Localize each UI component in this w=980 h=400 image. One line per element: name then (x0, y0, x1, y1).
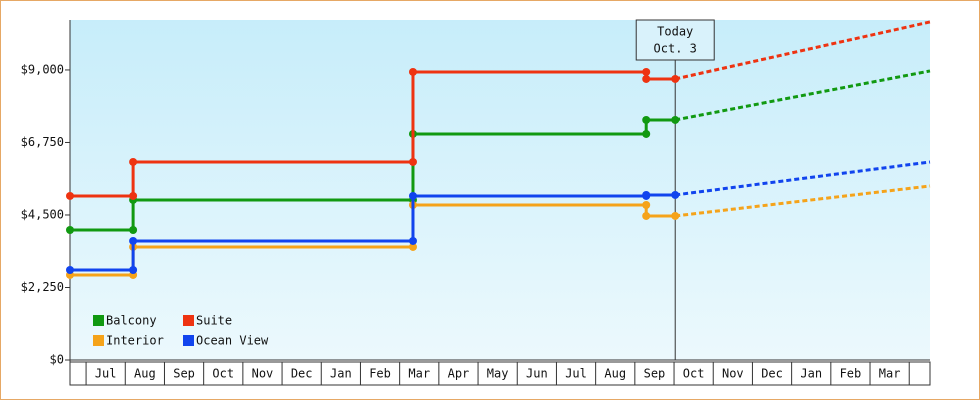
point (66, 265, 74, 274)
x-tick-label: Feb (369, 367, 391, 381)
point (408, 191, 417, 200)
x-tick-label: Jun (526, 367, 548, 381)
x-tick-label: Apr (448, 367, 470, 381)
point (408, 157, 417, 166)
x-tick-label: Jan (330, 367, 352, 381)
x-tick-label: Jul (565, 367, 587, 381)
legend-label: Interior (106, 334, 164, 348)
point (642, 190, 651, 199)
forecast-line (674, 69, 931, 122)
x-tick-label: Nov (722, 367, 744, 381)
y-tick-label: $9,000 (21, 62, 64, 76)
legend-label: Ocean View (196, 334, 269, 348)
x-tick-label: Jul (95, 367, 117, 381)
plot-area (70, 20, 930, 360)
point (671, 74, 680, 83)
point (129, 191, 138, 200)
x-tick-label: Dec (761, 367, 783, 381)
point (671, 190, 680, 199)
point (642, 211, 651, 220)
forecast-line (675, 160, 931, 197)
point (66, 191, 74, 200)
legend-swatch (183, 335, 194, 346)
x-tick-label: Jan (800, 367, 822, 381)
x-tick-label: Oct (212, 367, 234, 381)
x-tick-label: Aug (134, 367, 156, 381)
point (66, 225, 74, 234)
point (129, 157, 138, 166)
point (408, 67, 417, 76)
x-tick-label: Aug (604, 367, 626, 381)
y-tick-label: $4,500 (21, 207, 64, 221)
point (642, 115, 651, 124)
x-tick-label: Sep (644, 367, 666, 381)
y-tick-label: $0 (50, 353, 64, 367)
x-tick-label: Oct (683, 367, 705, 381)
today-label: Today (657, 25, 693, 39)
point (129, 265, 138, 274)
point (671, 211, 680, 220)
today-label: Oct. 3 (654, 42, 697, 56)
point (408, 242, 417, 251)
point (642, 74, 651, 83)
y-tick-label: $6,750 (21, 135, 64, 149)
x-tick-label: Dec (291, 367, 313, 381)
point (642, 200, 651, 209)
y-tick-label: $2,250 (21, 280, 64, 294)
point (642, 129, 651, 138)
point (408, 236, 417, 245)
x-tick-label: May (487, 367, 509, 381)
x-tick-label: Mar (408, 367, 430, 381)
x-tick-label: Feb (840, 367, 862, 381)
forecast-line (674, 20, 931, 81)
x-tick-label: Mar (879, 367, 901, 381)
legend-label: Suite (196, 314, 232, 328)
legend-swatch (183, 315, 194, 326)
forecast-line (675, 184, 931, 218)
point (129, 225, 138, 234)
legend-swatch (93, 315, 104, 326)
today-box (635, 19, 715, 61)
point (671, 115, 680, 124)
legend-swatch (93, 335, 104, 346)
legend-label: Balcony (106, 314, 157, 328)
point (642, 67, 651, 76)
point (129, 236, 138, 245)
x-tick-label: Sep (173, 367, 195, 381)
x-tick-label: Nov (252, 367, 274, 381)
